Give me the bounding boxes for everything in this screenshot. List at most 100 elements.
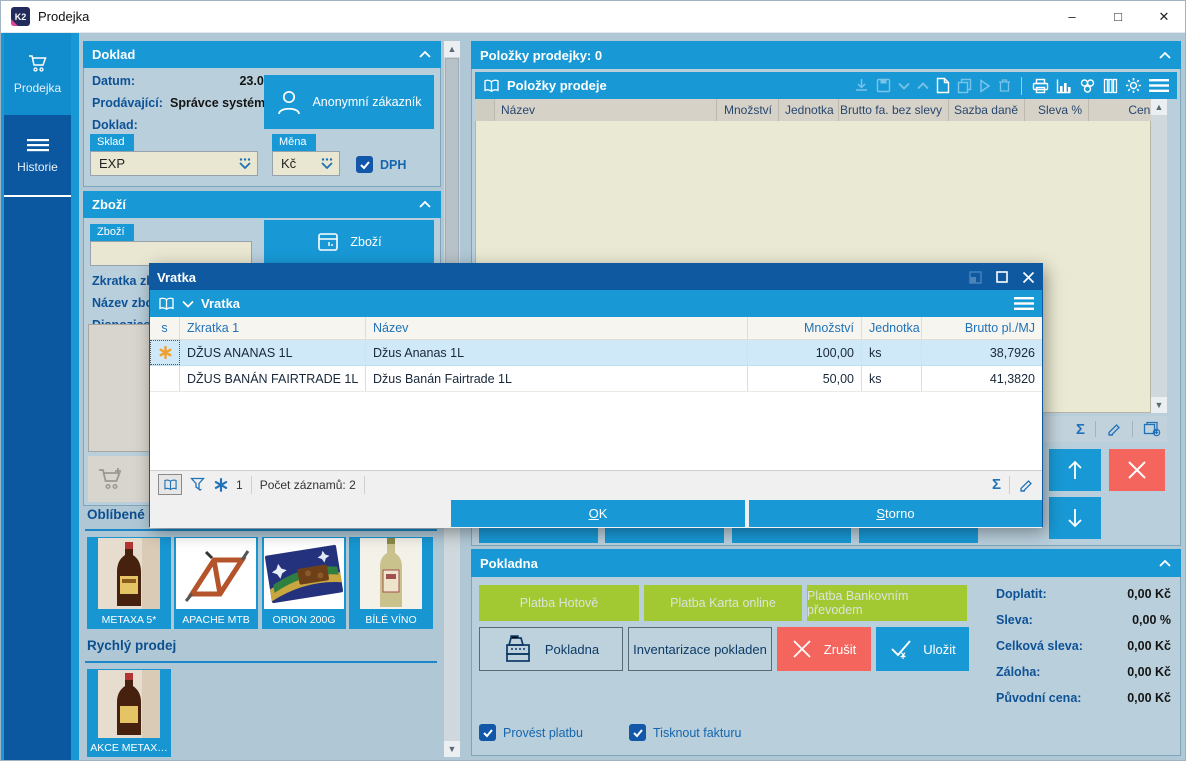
storno-button[interactable]: Storno <box>749 500 1042 527</box>
column-header[interactable]: Jednotka <box>779 99 839 121</box>
column-header[interactable]: Název <box>366 317 748 339</box>
tisknout-fakturu-checkbox[interactable] <box>629 724 646 741</box>
column-header[interactable]: Sazba daně <box>949 99 1025 121</box>
zrusit-button[interactable]: Zrušit <box>777 627 871 671</box>
minimize-button[interactable]: – <box>1068 9 1076 24</box>
close-icon[interactable] <box>1022 271 1035 284</box>
table-row[interactable]: DŽUS BANÁN FAIRTRADE 1L Džus Banán Fairt… <box>150 366 1042 392</box>
sidebar-item-prodejka[interactable]: Prodejka <box>4 33 71 115</box>
delete-row-button[interactable] <box>1109 449 1165 491</box>
collapse-chevron-icon[interactable] <box>418 50 432 59</box>
move-row-up-button[interactable] <box>1049 449 1101 491</box>
pokladna-panel-header: Pokladna <box>471 549 1181 577</box>
book-icon[interactable] <box>158 297 175 311</box>
new-record-icon[interactable] <box>936 77 950 94</box>
product-tile-metaxa[interactable]: METAXA 5* <box>87 537 171 629</box>
filter-icon[interactable] <box>190 477 206 493</box>
platba-bankovnim-prevodem-button[interactable]: Platba Bankovním převodem <box>807 585 967 621</box>
package-icon <box>316 230 340 254</box>
sum-icon[interactable]: Σ <box>991 476 1001 493</box>
pokladna-button-label: Pokladna <box>544 641 600 657</box>
cash-register-icon <box>503 634 533 664</box>
copy-add-icon[interactable] <box>1143 421 1161 437</box>
settings-gear-icon[interactable] <box>1125 77 1142 94</box>
zbozi-input[interactable] <box>97 245 247 262</box>
columns-icon[interactable] <box>1103 78 1118 94</box>
anonymous-customer-button[interactable]: Anonymní zákazník <box>264 75 434 129</box>
sum-icon[interactable]: Σ <box>1075 420 1085 438</box>
dph-checkbox[interactable] <box>356 156 373 173</box>
cell-zkratka: DŽUS BANÁN FAIRTRADE 1L <box>180 366 366 391</box>
cell-jednotka: ks <box>862 366 922 391</box>
product-photo-vino <box>350 538 432 610</box>
scroll-down-arrow[interactable]: ▼ <box>1151 397 1167 413</box>
column-header[interactable]: Brutto pl./MJ <box>964 321 1035 335</box>
grid-menu-icon[interactable] <box>1014 296 1034 311</box>
move-row-down-button[interactable] <box>1049 497 1101 539</box>
asterisk-icon[interactable] <box>214 477 228 492</box>
column-header[interactable]: Množství <box>748 317 862 339</box>
column-header[interactable]: Sleva % <box>1025 99 1089 121</box>
inventarizace-pokladen-button[interactable]: Inventarizace pokladen <box>628 627 772 671</box>
table-row[interactable]: DŽUS ANANAS 1L Džus Ananas 1L 100,00 ks … <box>150 340 1042 366</box>
scroll-up-arrow[interactable]: ▲ <box>1151 99 1167 115</box>
column-header[interactable]: Množství <box>717 99 779 121</box>
zrusit-button-label: Zrušit <box>823 641 857 657</box>
vratka-dialog-titlebar[interactable]: Vratka <box>150 264 1042 290</box>
collapse-chevron-icon[interactable] <box>1158 51 1172 60</box>
gears-icon[interactable] <box>1079 78 1096 94</box>
scroll-down-arrow[interactable]: ▼ <box>444 741 460 757</box>
column-header[interactable]: Brutto fa. bez slevy <box>839 99 949 121</box>
close-button[interactable]: ✕ <box>1158 8 1170 24</box>
column-header[interactable]: Cena <box>1128 103 1157 117</box>
sidebar-item-historie[interactable]: Historie <box>4 115 71 197</box>
product-tile-akce-metaxa[interactable]: AKCE METAX… <box>87 669 171 757</box>
lookup-dropdown-icon[interactable] <box>319 157 335 170</box>
collapse-chevron-icon[interactable] <box>418 200 432 209</box>
maximize-button[interactable]: □ <box>1114 9 1122 24</box>
cart-plus-icon[interactable] <box>96 466 126 492</box>
column-header[interactable]: Název <box>495 99 717 121</box>
edit-pencil-icon[interactable] <box>1106 422 1122 436</box>
star-icon <box>159 346 172 359</box>
lookup-dropdown-icon[interactable] <box>237 157 253 170</box>
platba-hotove-button[interactable]: Platba Hotově <box>479 585 639 621</box>
provest-platbu-checkbox[interactable] <box>479 724 496 741</box>
maximize-icon[interactable] <box>996 271 1008 283</box>
pokladna-button[interactable]: Pokladna <box>479 627 623 671</box>
collapse-chevron-icon[interactable] <box>1158 559 1172 568</box>
product-tile-apache[interactable]: APACHE MTB <box>174 537 258 629</box>
column-header[interactable]: Zkratka 1 <box>180 317 366 339</box>
vratka-grid-title: Vratka <box>201 296 241 311</box>
dock-icon[interactable] <box>969 270 982 284</box>
book-view-button[interactable] <box>158 474 182 495</box>
zbozi-button[interactable]: Zboží <box>264 220 434 264</box>
mena-field[interactable] <box>272 151 340 176</box>
dph-label: DPH <box>380 158 407 172</box>
platba-karta-online-button[interactable]: Platba Karta online <box>644 585 802 621</box>
column-header[interactable]: Jednotka <box>862 317 922 339</box>
grid-menu-icon[interactable] <box>1149 78 1169 93</box>
mena-input[interactable] <box>279 155 319 172</box>
sklad-input[interactable] <box>97 155 237 172</box>
chart-icon[interactable] <box>1056 78 1072 94</box>
product-tile-vino[interactable]: BÍLÉ VÍNO <box>349 537 433 629</box>
product-tile-orion[interactable]: ORION 200G <box>262 537 346 629</box>
save-icon <box>876 78 891 93</box>
scroll-up-arrow[interactable]: ▲ <box>444 41 460 57</box>
polozky-grid-title: Položky prodeje <box>507 78 607 93</box>
ok-button[interactable]: OK <box>451 500 745 527</box>
payment-button-label: Platba Karta online <box>670 596 776 610</box>
total-value: 0,00 % <box>1132 613 1171 627</box>
chevron-down-icon[interactable] <box>182 300 194 308</box>
column-header[interactable]: s <box>150 317 180 339</box>
zbozi-field[interactable] <box>90 241 252 266</box>
edit-pencil-icon[interactable] <box>1018 478 1034 492</box>
book-icon[interactable] <box>483 79 500 93</box>
product-tile-label: AKCE METAX… <box>90 741 168 754</box>
print-icon[interactable] <box>1032 78 1049 94</box>
ulozit-button[interactable]: Uložit <box>876 627 969 671</box>
polozky-table-scrollbar[interactable]: ▲ ▼ <box>1151 99 1167 413</box>
delete-icon <box>998 78 1011 93</box>
sklad-field[interactable] <box>90 151 258 176</box>
